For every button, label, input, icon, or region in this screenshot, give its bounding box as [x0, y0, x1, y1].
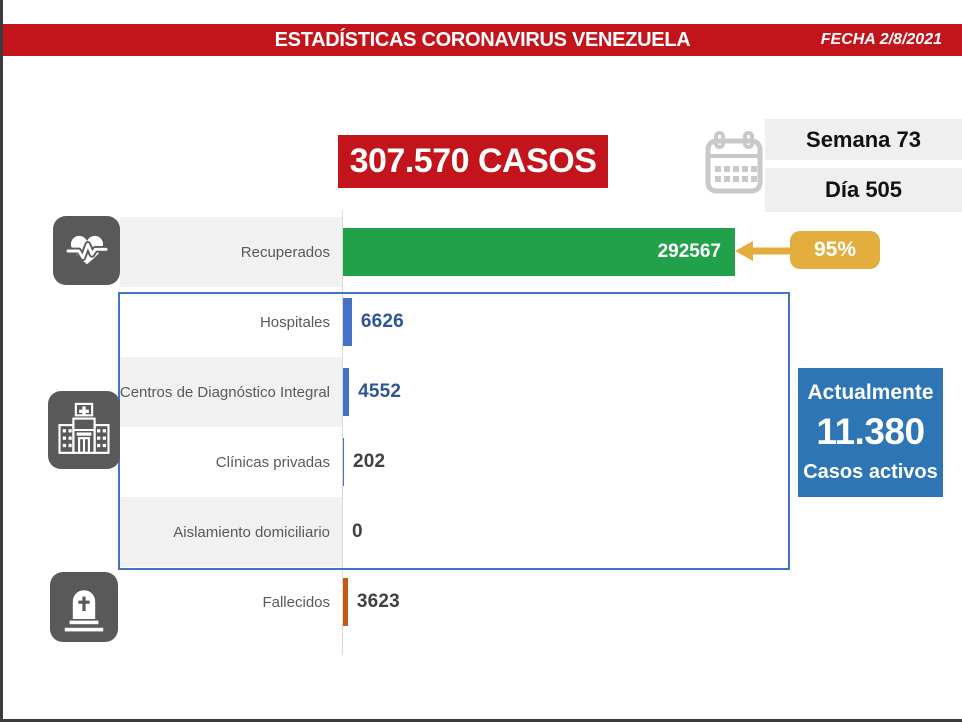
chart-row-clinicas: Clínicas privadas 202 — [120, 427, 790, 497]
day-label: Día 505 — [824, 177, 903, 202]
category-label: Centros de Diagnóstico Integral — [120, 357, 342, 427]
bar-recuperados: 292567 — [343, 228, 735, 276]
page-title: ESTADÍSTICAS CORONAVIRUS VENEZUELA — [274, 29, 691, 51]
chart-row-cdi: Centros de Diagnóstico Integral 4552 — [120, 357, 790, 427]
bar-value: 6626 — [360, 311, 404, 332]
heartbeat-icon — [53, 216, 120, 285]
bar-fallecidos — [343, 578, 348, 626]
bar-chart: Recuperados 292567 Hospitales 6626 Centr… — [120, 217, 790, 637]
tombstone-icon — [50, 572, 118, 642]
bar-clinicas — [343, 438, 344, 486]
active-cases-box: Actualmente 11.380 Casos activos — [798, 368, 943, 497]
hospital-icon — [48, 391, 120, 469]
category-label: Hospitales — [259, 313, 330, 331]
arrow-left-icon — [735, 239, 792, 263]
recovered-percent-badge: 95% — [790, 231, 880, 269]
bar-value: 202 — [353, 451, 386, 472]
category-label: Aislamiento domiciliario — [120, 497, 342, 567]
category-label: Fallecidos — [262, 593, 330, 611]
week-label: Semana 73 — [806, 126, 921, 152]
slide-left-edge — [0, 0, 3, 722]
slide-bottom-edge — [0, 719, 962, 722]
chart-row-recuperados: Recuperados 292567 — [120, 217, 790, 287]
total-cases-label: 307.570 CASOS — [349, 142, 597, 180]
bar-value: 3623 — [356, 591, 400, 612]
active-cases-caption-top: Actualmente — [807, 381, 934, 404]
active-cases-value: 11.380 — [816, 411, 925, 452]
calendar-icon — [703, 131, 765, 197]
total-cases-box: 307.570 CASOS — [338, 135, 608, 188]
bar-cdi — [343, 368, 350, 416]
category-label: Clínicas privadas — [215, 453, 330, 471]
date-label: FECHA 2/8/2021 — [820, 31, 942, 48]
bar-hospitales — [343, 298, 352, 346]
chart-row-aislamiento: Aislamiento domiciliario 0 — [120, 497, 790, 567]
bar-value: 0 — [352, 521, 363, 542]
week-box: Semana 73 — [765, 119, 962, 160]
chart-row-fallecidos: Fallecidos 3623 — [120, 567, 790, 637]
chart-axis-line — [342, 210, 343, 655]
bar-value: 4552 — [358, 381, 402, 402]
header-bar: ESTADÍSTICAS CORONAVIRUS VENEZUELA FECHA… — [3, 24, 962, 56]
day-box: Día 505 — [765, 168, 962, 212]
chart-row-hospitales: Hospitales 6626 — [120, 287, 790, 357]
recovered-percent-value: 95% — [813, 238, 857, 261]
bar-value: 292567 — [657, 241, 721, 262]
active-cases-caption-bottom: Casos activos — [803, 461, 938, 483]
category-label: Recuperados — [120, 217, 342, 287]
